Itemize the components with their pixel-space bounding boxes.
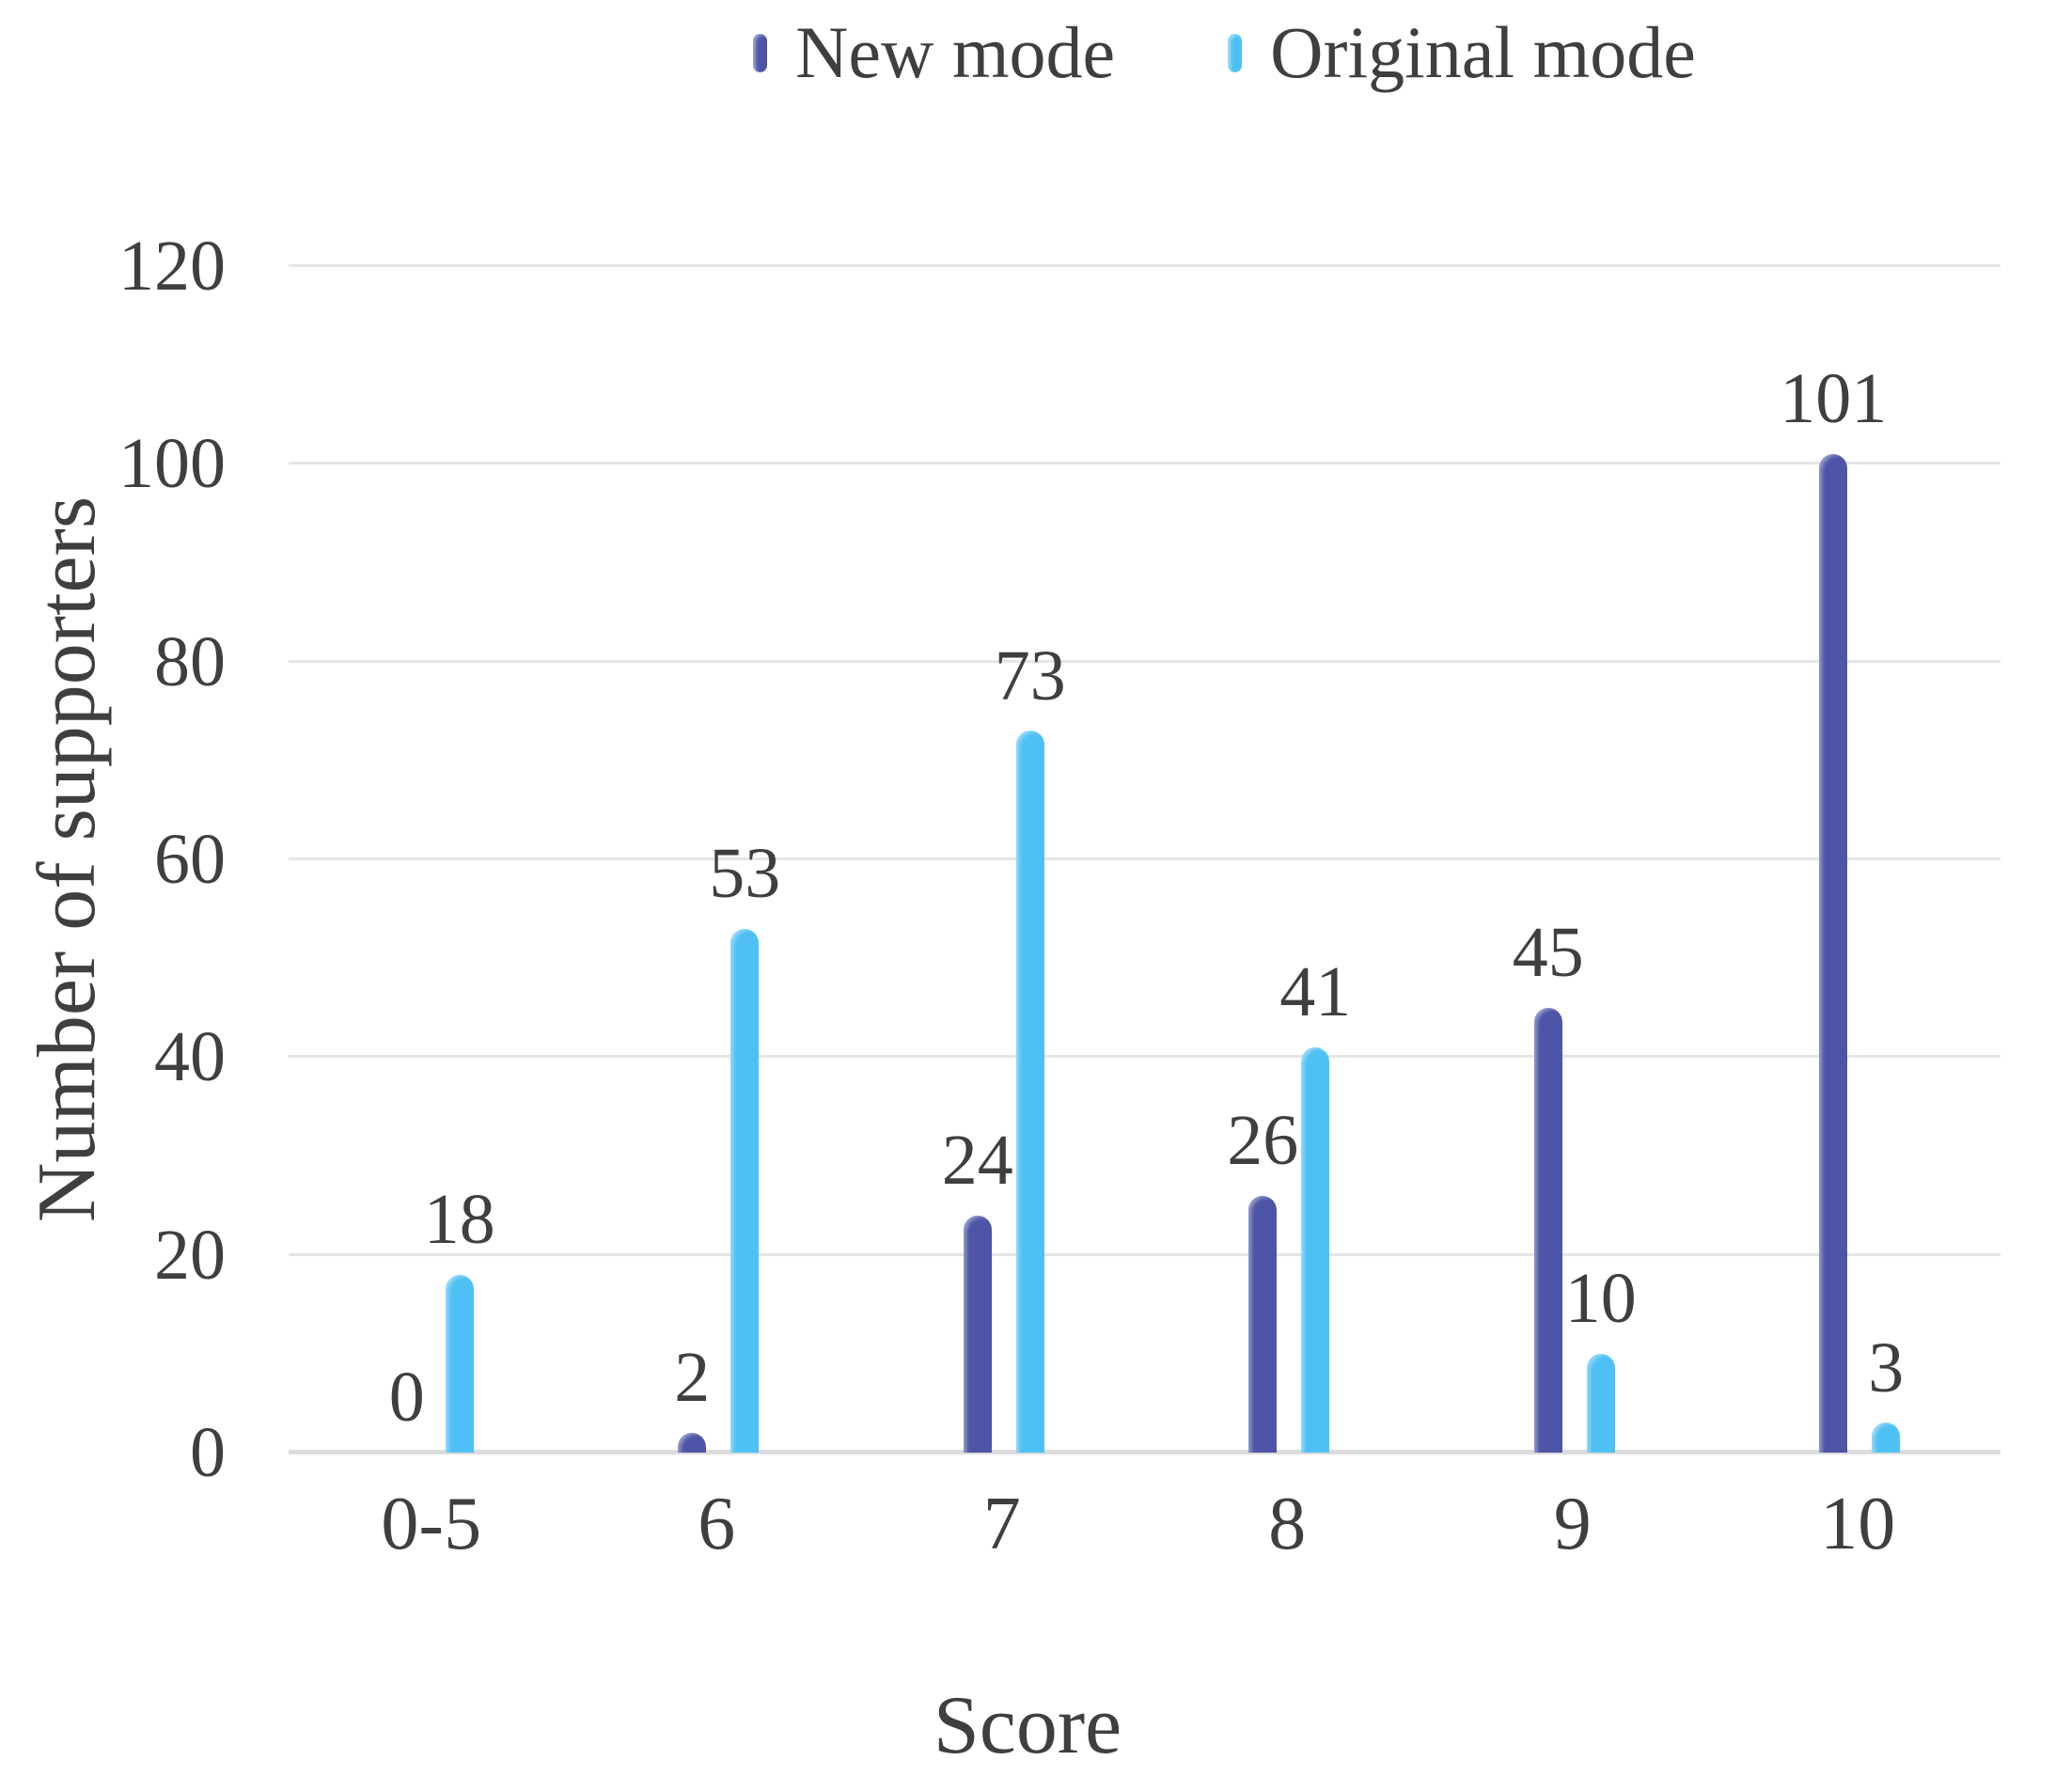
x-tick-label-9: 9 xyxy=(1553,1483,1592,1565)
bar-original-mode-9 xyxy=(1586,1353,1615,1453)
value-label-original-mode-0-5: 18 xyxy=(423,1179,495,1259)
bar-original-mode-0-5 xyxy=(445,1274,474,1453)
value-label-new-mode-0-5: 0 xyxy=(388,1358,425,1438)
x-tick-label-10: 10 xyxy=(1820,1483,1896,1565)
bar-new-mode-8 xyxy=(1248,1195,1278,1453)
value-label-original-mode-8: 41 xyxy=(1279,952,1352,1032)
bar-original-mode-10 xyxy=(1872,1423,1901,1453)
x-tick-label-7: 7 xyxy=(982,1483,1021,1565)
bar-original-mode-7 xyxy=(1015,731,1044,1453)
value-label-new-mode-9: 45 xyxy=(1512,912,1584,992)
legend-item-original-mode: Original mode xyxy=(1228,16,1696,89)
value-label-new-mode-8: 26 xyxy=(1227,1100,1299,1180)
y-tick-label-0: 0 xyxy=(190,1413,226,1492)
legend-marker-new-mode xyxy=(753,33,768,72)
x-tick-label-0-5: 0-5 xyxy=(381,1483,482,1565)
gridline-100 xyxy=(289,462,2000,465)
legend: New mode Original mode xyxy=(289,8,2000,98)
bar-new-mode-9 xyxy=(1533,1007,1562,1453)
y-tick-label-60: 60 xyxy=(154,820,226,899)
x-axis-line xyxy=(289,1450,2000,1454)
bar-new-mode-10 xyxy=(1819,453,1848,1453)
bar-original-mode-8 xyxy=(1301,1046,1330,1453)
legend-item-new-mode: New mode xyxy=(753,16,1115,89)
value-label-original-mode-10: 3 xyxy=(1868,1328,1905,1407)
y-tick-label-40: 40 xyxy=(154,1017,226,1097)
y-tick-label-20: 20 xyxy=(154,1215,226,1295)
bar-new-mode-6 xyxy=(678,1432,707,1453)
gridline-20 xyxy=(289,1252,2000,1256)
bar-original-mode-6 xyxy=(730,928,760,1453)
gridline-60 xyxy=(289,857,2000,860)
legend-marker-original-mode xyxy=(1228,33,1243,72)
x-axis-title: Score xyxy=(933,1680,1122,1771)
value-label-new-mode-10: 101 xyxy=(1780,359,1888,439)
bar-new-mode-7 xyxy=(963,1215,992,1453)
y-tick-label-120: 120 xyxy=(118,227,226,306)
y-tick-label-100: 100 xyxy=(118,424,226,504)
legend-label: Original mode xyxy=(1270,11,1696,93)
gridline-80 xyxy=(289,659,2000,663)
plot-area: 0 18 2 53 24 73 26 41 45 10 101 3 xyxy=(289,264,2000,1454)
y-tick-label-80: 80 xyxy=(154,621,226,701)
x-tick-label-6: 6 xyxy=(698,1483,736,1565)
gridline-40 xyxy=(289,1055,2000,1059)
value-label-new-mode-6: 2 xyxy=(674,1338,711,1418)
gridline-120 xyxy=(289,264,2000,267)
value-label-original-mode-9: 10 xyxy=(1564,1259,1637,1339)
value-label-original-mode-7: 73 xyxy=(994,636,1066,715)
value-label-original-mode-6: 53 xyxy=(709,833,781,913)
x-tick-label-8: 8 xyxy=(1268,1483,1307,1565)
legend-label: New mode xyxy=(795,11,1116,93)
value-label-new-mode-7: 24 xyxy=(941,1120,1013,1200)
